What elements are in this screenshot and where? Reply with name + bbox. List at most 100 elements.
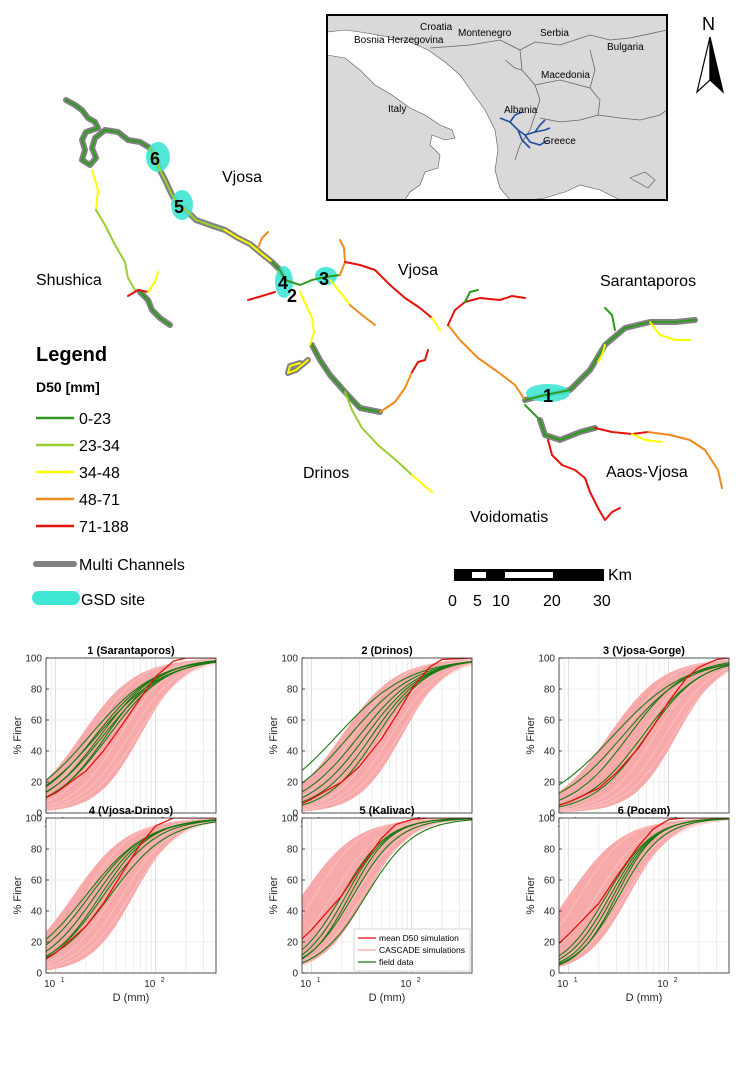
x-tick-label: 10 xyxy=(144,979,156,990)
y-tick-label: 80 xyxy=(31,685,43,696)
inset-map: Croatia Montenegro Bosnia Herzegovina Se… xyxy=(326,14,668,201)
x-axis-label: D (mm) xyxy=(113,992,150,1004)
mean-d50-line xyxy=(46,818,216,960)
map-legend: Legend D50 [mm] 0-23 23-34 34-48 48-71 71-18… xyxy=(32,344,185,609)
y-tick-label: 100 xyxy=(538,814,555,825)
river-drinos-d xyxy=(411,349,429,373)
north-arrow: N xyxy=(695,14,725,94)
x-axis-label: D (mm) xyxy=(626,992,663,1004)
inset-label-serbia: Serbia xyxy=(540,28,569,39)
river-vjosa-small-trib xyxy=(257,231,269,249)
cascade-simulation xyxy=(302,818,472,916)
north-label: N xyxy=(702,14,715,34)
scale-tick-30: 30 xyxy=(593,593,611,610)
mean-d50-line xyxy=(302,818,472,940)
river-label-vjosa-lower: Vjosa xyxy=(398,262,438,279)
y-axis-label: % Finer xyxy=(525,876,537,914)
river-map: 6 5 4 2 3 1 Vjosa Vjosa Shushica Saranta… xyxy=(36,97,723,526)
y-tick-label: 0 xyxy=(549,969,555,980)
cascade-simulation xyxy=(302,664,472,811)
cascade-simulation xyxy=(559,671,729,812)
river-vjosa-lower xyxy=(224,229,273,263)
cascade-simulation xyxy=(46,660,216,807)
cascade-simulation xyxy=(559,667,729,812)
field-data-line xyxy=(302,819,472,964)
mean-d50-line xyxy=(46,658,216,799)
cascade-simulation xyxy=(46,818,216,948)
river-label-shushica: Shushica xyxy=(36,272,102,289)
legend-gsd-swatch xyxy=(32,591,80,605)
y-tick-label: 80 xyxy=(287,685,299,696)
river-drinos-f xyxy=(411,474,433,493)
y-tick-label: 100 xyxy=(281,814,298,825)
river-vjosa-confluence xyxy=(271,261,341,286)
y-tick-label: 20 xyxy=(31,938,43,949)
panel-title: 4 (Vjosa-Drinos) xyxy=(89,805,174,817)
legend-title: Legend xyxy=(36,344,107,366)
field-data-line xyxy=(46,661,216,798)
cascade-envelope xyxy=(46,659,216,811)
field-data-line xyxy=(559,663,729,786)
cascade-simulation xyxy=(46,822,216,969)
x-axis-label: D (mm) xyxy=(369,992,406,1004)
site-label-5: 5 xyxy=(174,197,184,217)
cascade-envelope xyxy=(559,818,729,967)
north-arrow-icon xyxy=(709,36,725,94)
inset-label-greece: Greece xyxy=(543,136,576,147)
river-aaos-a xyxy=(524,404,596,441)
cascade-simulation xyxy=(302,662,472,810)
river-drinos-upper xyxy=(287,359,309,374)
river-aaos-d xyxy=(647,431,723,489)
y-tick-label: 40 xyxy=(544,907,556,918)
y-tick-label: 40 xyxy=(287,747,299,758)
cascade-simulation xyxy=(46,661,216,809)
field-data-line xyxy=(46,819,216,957)
river-shushica-yellow xyxy=(147,271,159,293)
y-axis-label: % Finer xyxy=(525,716,537,754)
y-tick-label: 0 xyxy=(549,809,555,820)
river-shushica-upper xyxy=(91,169,99,211)
y-tick-label: 100 xyxy=(25,654,42,665)
y-axis-label: % Finer xyxy=(268,876,280,914)
scale-bar: Km 0 5 10 20 30 xyxy=(448,567,632,610)
field-data-line xyxy=(302,818,472,960)
panel-title: 3 (Vjosa-Gorge) xyxy=(603,645,685,657)
river-drinos-b xyxy=(311,344,381,413)
cascade-envelope xyxy=(302,659,472,812)
y-tick-label: 20 xyxy=(544,938,556,949)
river-vjosa-mid xyxy=(149,147,226,231)
river-aaos-b xyxy=(594,427,649,435)
y-tick-label: 60 xyxy=(31,716,43,727)
mean-d50-line xyxy=(559,818,729,944)
field-data-line xyxy=(559,662,729,801)
field-data-line xyxy=(559,663,729,794)
panel-title: 2 (Drinos) xyxy=(361,645,413,657)
river-drinos-a xyxy=(299,291,315,346)
inset-land-balkans xyxy=(326,14,668,201)
y-tick-label: 0 xyxy=(292,809,298,820)
river-vjosa-east-trib2 xyxy=(464,289,479,303)
site-label-6: 6 xyxy=(150,149,160,169)
river-shushica xyxy=(95,209,136,291)
inset-label-macedonia: Macedonia xyxy=(541,70,590,81)
cascade-simulation xyxy=(46,658,216,794)
y-tick-label: 60 xyxy=(287,876,299,887)
x-tick-exponent: 1 xyxy=(61,977,65,984)
field-data-line xyxy=(302,818,472,959)
river-label-drinos: Drinos xyxy=(303,465,349,482)
x-tick-exponent: 1 xyxy=(574,977,578,984)
x-tick-exponent: 2 xyxy=(161,977,165,984)
y-tick-label: 40 xyxy=(287,907,299,918)
river-label-vjosa-upper: Vjosa xyxy=(222,169,262,186)
river-vjosa-east-b xyxy=(344,261,433,319)
y-tick-label: 20 xyxy=(287,938,299,949)
legend-class-label: 0-23 xyxy=(79,411,111,428)
x-tick-exponent: 2 xyxy=(417,977,421,984)
axes-frame xyxy=(558,817,730,974)
y-tick-label: 60 xyxy=(544,876,556,887)
river-gorge-trib2 xyxy=(349,304,376,326)
legend-multi-label: Multi Channels xyxy=(79,557,185,574)
y-tick-label: 0 xyxy=(36,969,42,980)
